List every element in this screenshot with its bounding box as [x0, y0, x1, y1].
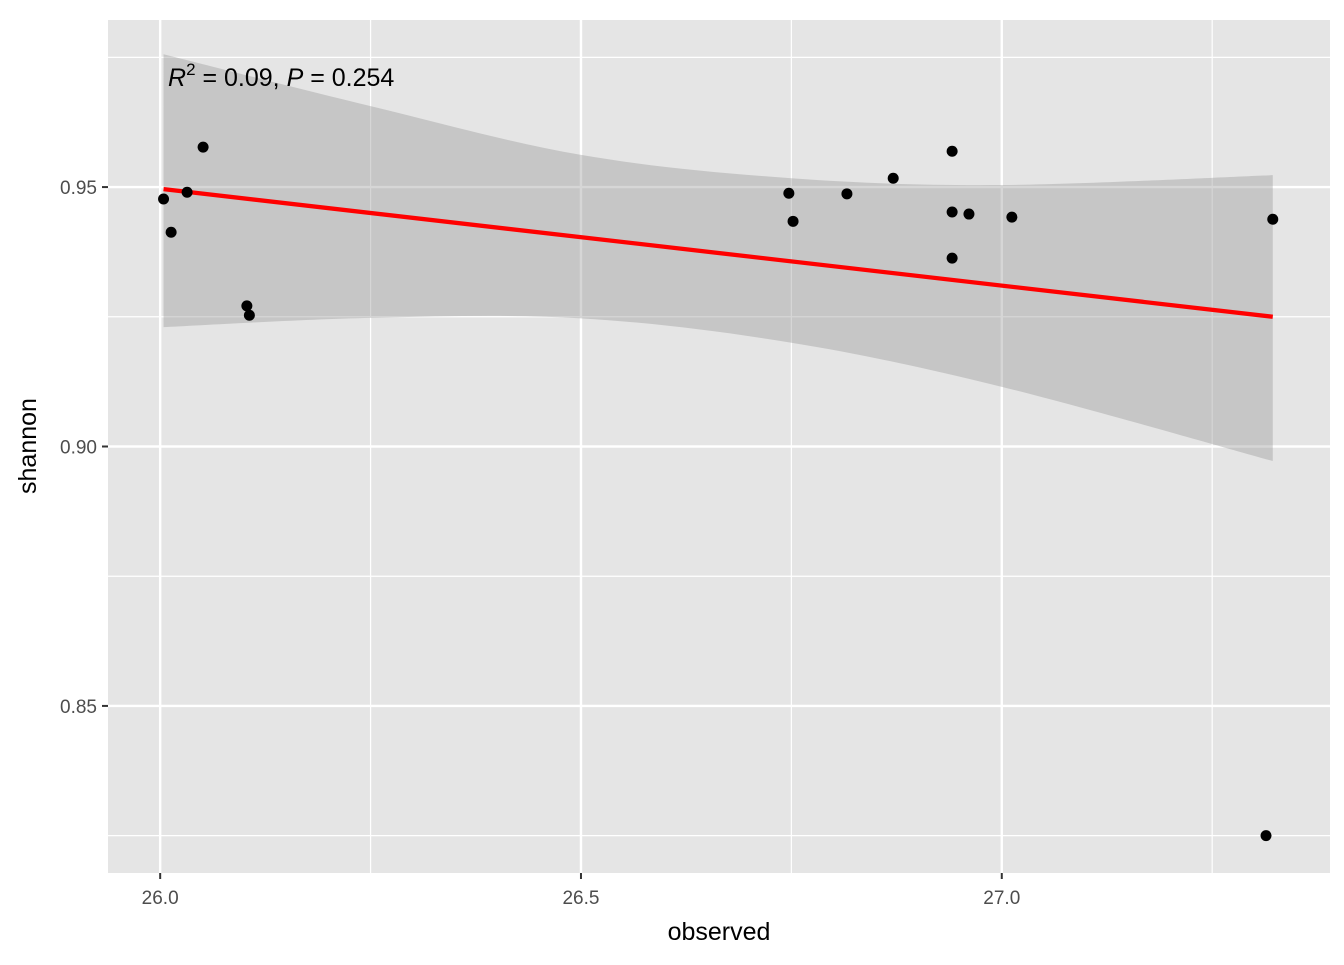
- data-point: [165, 226, 177, 238]
- x-tick-label: 26.0: [142, 888, 179, 909]
- major-gridlines: [108, 20, 1330, 873]
- data-point: [963, 208, 975, 220]
- confidence-band: [163, 54, 1273, 462]
- data-point: [1260, 830, 1272, 842]
- data-point: [946, 252, 958, 264]
- data-point: [243, 309, 255, 321]
- x-tick-label: 26.5: [562, 888, 599, 909]
- data-point: [181, 186, 193, 198]
- data-point: [783, 187, 795, 199]
- data-point: [887, 172, 899, 184]
- data-point: [197, 141, 209, 153]
- regression-line: [163, 187, 1274, 319]
- y-axis-label: shannon: [14, 398, 42, 494]
- y-tick-label: 0.90: [60, 438, 97, 459]
- data-point: [241, 300, 253, 312]
- data-point: [158, 193, 170, 205]
- data-point: [1006, 211, 1018, 223]
- data-points: [158, 141, 1279, 842]
- x-axis-label: observed: [668, 918, 771, 946]
- data-point: [946, 145, 958, 157]
- y-tick-label: 0.95: [60, 178, 97, 199]
- data-point: [841, 188, 853, 200]
- annotation-stats: R2 = 0.09, P = 0.254: [168, 60, 394, 92]
- y-tick-label: 0.85: [60, 697, 97, 718]
- data-point: [946, 206, 958, 218]
- data-point: [787, 215, 799, 227]
- axis-ticks: 26.0 26.5 27.0 0.85 0.90 0.95: [60, 178, 1020, 909]
- x-tick-label: 27.0: [983, 888, 1020, 909]
- data-point: [1267, 213, 1279, 225]
